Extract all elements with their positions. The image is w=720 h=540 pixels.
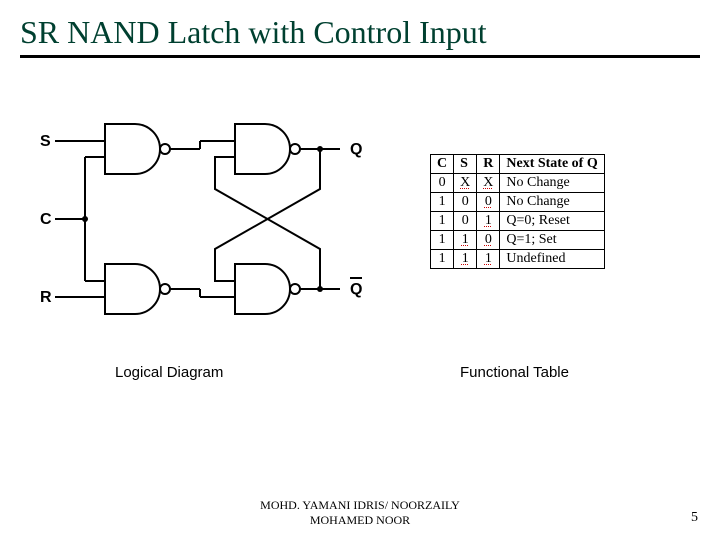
label-r: R bbox=[40, 289, 52, 306]
page-title: SR NAND Latch with Control Input bbox=[20, 14, 700, 51]
col-r: R bbox=[477, 155, 500, 174]
table-header-row: C S R Next State of Q bbox=[431, 155, 605, 174]
truth-table-wrap: C S R Next State of Q 0 X X No Change 1 … bbox=[430, 154, 605, 269]
gate-g4 bbox=[235, 264, 300, 314]
footer-line2: MOHAMED NOOR bbox=[0, 513, 720, 528]
title-area: SR NAND Latch with Control Input bbox=[0, 0, 720, 64]
label-q: Q bbox=[350, 141, 362, 158]
truth-table: C S R Next State of Q 0 X X No Change 1 … bbox=[430, 154, 605, 269]
content: S C R Q bbox=[0, 64, 720, 484]
col-next: Next State of Q bbox=[500, 155, 604, 174]
gate-g1 bbox=[105, 124, 170, 174]
label-c: C bbox=[40, 211, 52, 228]
table-row: 1 0 0 No Change bbox=[431, 193, 605, 212]
table-caption: Functional Table bbox=[460, 364, 569, 381]
footer-line1: MOHD. YAMANI IDRIS/ NOORZAILY bbox=[0, 498, 720, 513]
gate-g2 bbox=[105, 264, 170, 314]
label-qbar: Q bbox=[350, 281, 362, 298]
footer: MOHD. YAMANI IDRIS/ NOORZAILY MOHAMED NO… bbox=[0, 498, 720, 528]
diagram-caption: Logical Diagram bbox=[115, 364, 223, 381]
page-number: 5 bbox=[691, 510, 698, 526]
title-underline bbox=[20, 55, 700, 58]
col-s: S bbox=[454, 155, 477, 174]
table-row: 1 0 1 Q=0; Reset bbox=[431, 212, 605, 231]
table-row: 0 X X No Change bbox=[431, 174, 605, 193]
logic-diagram: S C R Q bbox=[30, 104, 390, 334]
label-s: S bbox=[40, 133, 51, 150]
table-body: 0 X X No Change 1 0 0 No Change 1 0 1 Q=… bbox=[431, 174, 605, 269]
table-row: 1 1 0 Q=1; Set bbox=[431, 231, 605, 250]
gate-g3 bbox=[235, 124, 300, 174]
table-row: 1 1 1 Undefined bbox=[431, 250, 605, 269]
col-c: C bbox=[431, 155, 454, 174]
